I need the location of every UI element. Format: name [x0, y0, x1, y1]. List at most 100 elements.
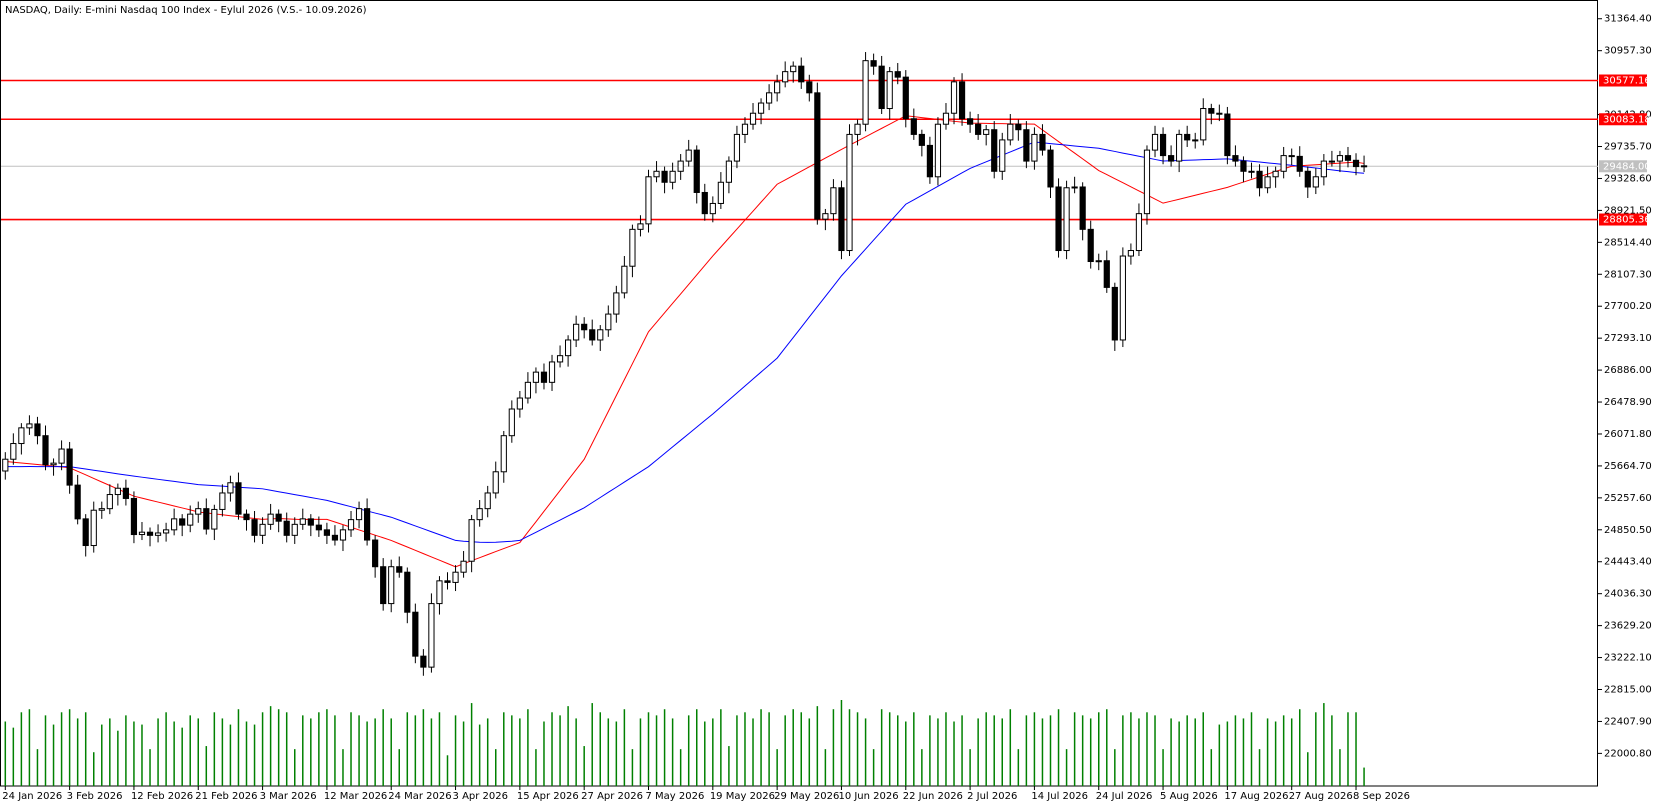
candle-body	[1224, 113, 1231, 157]
candle-body	[227, 482, 234, 494]
y-tick-label: 23629.20	[1604, 621, 1652, 632]
candle-body	[967, 118, 974, 125]
candle-body	[1095, 260, 1102, 263]
candle-body	[878, 65, 885, 110]
level-label: 30577.16	[1603, 76, 1651, 87]
candle-body	[275, 513, 282, 522]
candle-body	[749, 112, 757, 125]
candle-body	[500, 435, 507, 473]
y-tick-label: 28514.40	[1604, 237, 1652, 248]
candle-body	[1103, 260, 1110, 288]
candle-body	[1256, 170, 1263, 189]
candle-body	[307, 518, 314, 526]
candle-body	[846, 133, 853, 252]
x-tick-label: 3 Feb 2026	[67, 791, 123, 802]
candle-body	[757, 102, 765, 114]
candle-body	[492, 471, 499, 494]
candle-body	[98, 508, 105, 511]
moving-average-line	[5, 115, 1365, 568]
candle-body	[1063, 187, 1070, 252]
candle-body	[1344, 155, 1352, 161]
candle-body	[701, 191, 708, 215]
candle-body	[452, 571, 459, 583]
candle-body	[283, 520, 290, 536]
candle-body	[412, 611, 419, 657]
candle-body	[476, 508, 483, 521]
y-tick-label: 24443.40	[1604, 557, 1652, 568]
candle-body	[163, 529, 170, 534]
candle-body	[774, 81, 781, 94]
candle-body	[372, 539, 379, 568]
candle-body	[1328, 160, 1336, 163]
candle-body	[565, 339, 572, 357]
candle-body	[950, 81, 958, 114]
candle-body	[790, 65, 797, 73]
plot-frame	[0, 0, 1598, 787]
candle-body	[1151, 133, 1159, 151]
candle-body	[251, 519, 258, 536]
y-tick-label: 26478.90	[1604, 397, 1652, 408]
candle-body	[122, 487, 130, 499]
candle-body	[597, 329, 604, 341]
candle-body	[1312, 176, 1319, 188]
candle-body	[428, 603, 435, 668]
candle-body	[661, 170, 668, 183]
candle-body	[621, 265, 628, 294]
candle-body	[1296, 155, 1303, 172]
candle-body	[355, 508, 363, 521]
candle-body	[1047, 149, 1054, 188]
candle-body	[1031, 133, 1038, 162]
candle-body	[404, 571, 411, 613]
candle-body	[243, 513, 250, 521]
candle-body	[1352, 159, 1360, 168]
candle-body	[862, 60, 869, 125]
candle-body	[886, 71, 893, 110]
last-price-label: 29484.00	[1603, 161, 1651, 172]
candle-body	[66, 448, 73, 486]
candle-body	[396, 566, 403, 573]
x-tick-label: 27 Apr 2026	[581, 791, 643, 802]
candle-body	[388, 566, 395, 605]
y-tick-label: 31364.40	[1604, 14, 1652, 25]
candle-body	[814, 92, 821, 220]
x-tick-label: 14 Jul 2026	[1031, 791, 1088, 802]
candle-body	[1087, 228, 1094, 263]
candle-body	[1071, 186, 1078, 189]
candle-body	[420, 655, 427, 668]
candle-body	[934, 123, 942, 178]
candle-body	[259, 523, 266, 536]
candle-body	[50, 462, 57, 466]
x-tick-label: 5 Aug 2026	[1160, 791, 1218, 802]
y-tick-label: 27700.20	[1604, 301, 1652, 312]
candle-body	[605, 313, 612, 331]
candle-body	[195, 508, 202, 515]
x-tick-label: 7 May 2026	[646, 791, 705, 802]
candle-body	[331, 534, 339, 541]
candle-body	[1039, 133, 1046, 151]
candle-body	[942, 112, 950, 125]
candle-body	[1240, 160, 1247, 172]
candle-body	[339, 529, 347, 541]
candle-body	[1007, 123, 1014, 141]
candle-body	[540, 371, 548, 383]
candle-body	[798, 65, 805, 83]
x-tick-label: 3 Mar 2026	[260, 791, 317, 802]
candle-body	[1208, 108, 1215, 114]
candle-body	[1143, 149, 1151, 215]
candle-body	[669, 170, 676, 183]
candle-body	[677, 160, 684, 172]
candle-body	[18, 427, 25, 445]
level-label: 28805.36	[1603, 215, 1651, 226]
candle-body	[26, 423, 33, 429]
y-tick-label: 22815.00	[1604, 684, 1652, 695]
candle-body	[975, 123, 982, 135]
candle-body	[1232, 155, 1239, 162]
candle-body	[1336, 155, 1344, 162]
candle-body	[902, 76, 909, 120]
x-tick-label: 10 Jun 2026	[838, 791, 898, 802]
y-tick-label: 26886.00	[1604, 365, 1652, 376]
candle-body	[74, 484, 81, 520]
candle-body	[709, 202, 716, 215]
candle-body	[1264, 176, 1271, 189]
